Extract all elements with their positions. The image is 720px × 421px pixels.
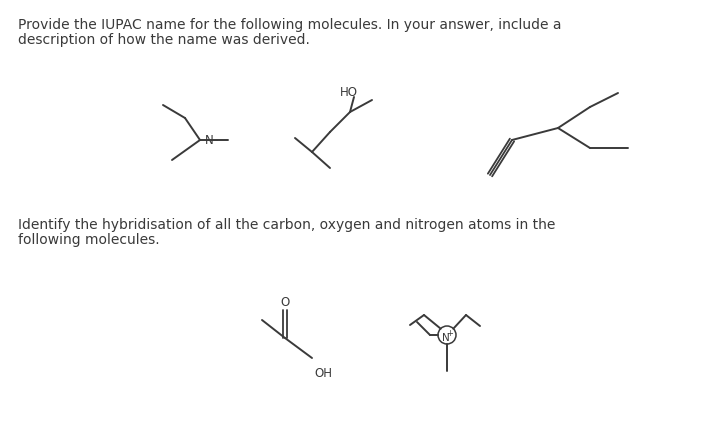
Text: +: + (446, 330, 454, 338)
Text: Identify the hybridisation of all the carbon, oxygen and nitrogen atoms in the: Identify the hybridisation of all the ca… (18, 218, 555, 232)
Text: following molecules.: following molecules. (18, 233, 160, 247)
Text: N: N (442, 333, 450, 343)
Text: OH: OH (314, 367, 332, 380)
Text: O: O (280, 296, 289, 309)
Text: description of how the name was derived.: description of how the name was derived. (18, 33, 310, 47)
Text: HO: HO (340, 86, 358, 99)
Text: N–: N– (205, 134, 220, 147)
Text: Provide the IUPAC name for the following molecules. In your answer, include a: Provide the IUPAC name for the following… (18, 18, 562, 32)
